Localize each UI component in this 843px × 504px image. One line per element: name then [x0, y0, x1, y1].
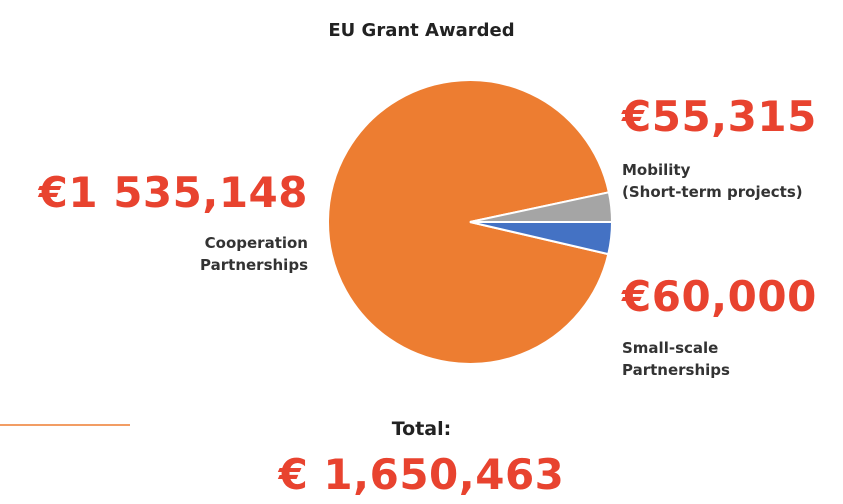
- total-label: Total:: [391, 418, 452, 440]
- value-label: €60,000: [622, 272, 817, 321]
- pie-slice: [469, 221, 614, 256]
- pie-slice: [327, 79, 611, 365]
- value-label: €1 535,148: [38, 168, 308, 217]
- category-label: Small-scale Partnerships: [622, 339, 730, 379]
- total-value: € 1,650,463: [278, 450, 565, 499]
- chart-title: EU Grant Awarded: [328, 20, 515, 41]
- category-label: Cooperation Partnerships: [200, 234, 308, 274]
- value-label: €55,315: [622, 92, 817, 141]
- category-label: Mobility (Short-term projects): [622, 161, 803, 201]
